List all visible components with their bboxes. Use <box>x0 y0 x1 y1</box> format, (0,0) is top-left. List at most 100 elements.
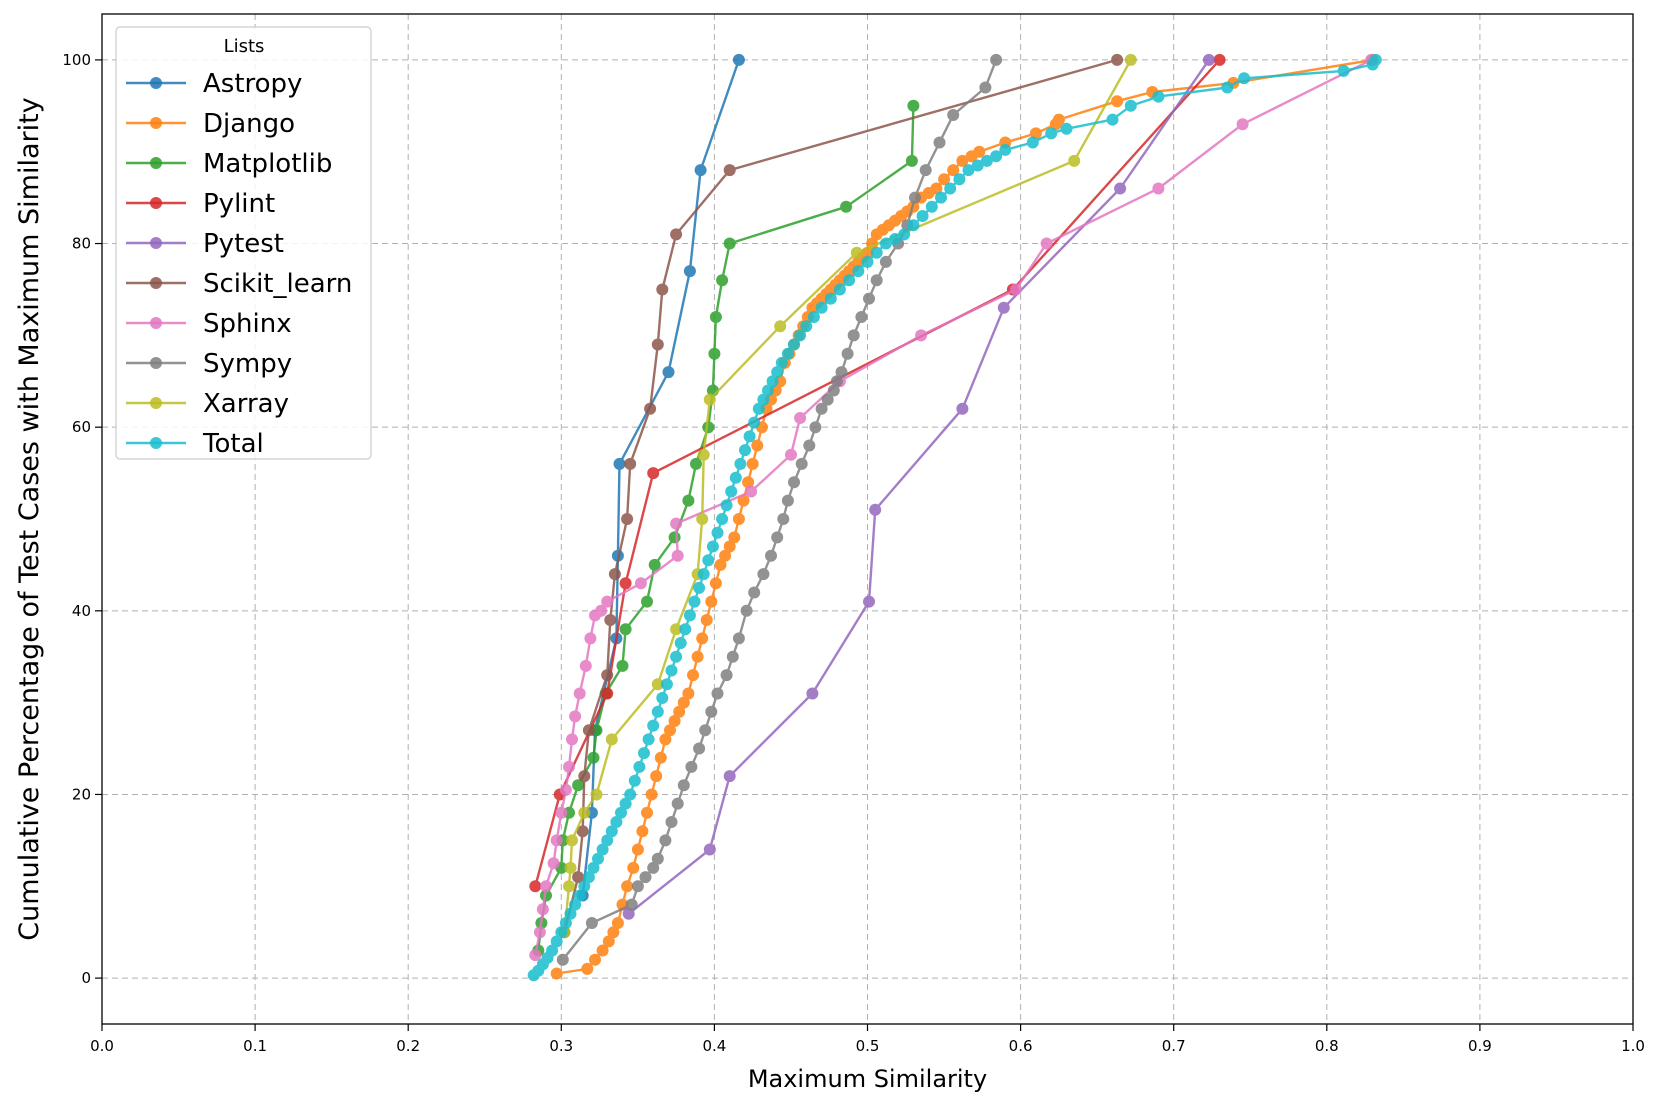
data-point <box>607 926 620 939</box>
data-point <box>590 788 603 801</box>
legend-marker <box>150 397 162 409</box>
legend-marker <box>150 157 162 169</box>
legend-item-xarray: Xarray <box>126 389 289 419</box>
legend-item-django: Django <box>126 109 295 139</box>
data-point <box>587 861 600 874</box>
data-point <box>827 384 840 397</box>
data-point <box>905 154 918 167</box>
data-point <box>705 595 718 608</box>
x-tick-label: 0.2 <box>396 1037 420 1055</box>
x-tick-label: 0.8 <box>1315 1037 1339 1055</box>
data-point <box>821 393 834 406</box>
legend-marker <box>150 197 162 209</box>
data-point <box>668 531 681 544</box>
data-point <box>930 182 943 195</box>
data-point <box>696 632 709 645</box>
data-point <box>670 650 683 663</box>
series-pytest <box>622 53 1215 920</box>
data-point <box>803 439 816 452</box>
legend-marker <box>150 77 162 89</box>
series-layer <box>527 53 1382 982</box>
x-axis: 0.0 0.1 0.2 0.3 0.4 0.5 0.6 0.7 0.8 0.9 1.0 <box>90 1024 1645 1055</box>
data-point <box>550 834 563 847</box>
data-point <box>1010 283 1022 296</box>
data-point <box>748 586 761 599</box>
x-tick-label: 0.5 <box>856 1037 880 1055</box>
data-point <box>619 623 632 636</box>
data-point <box>647 861 660 874</box>
data-point <box>670 228 683 241</box>
data-point <box>665 816 678 828</box>
legend-box <box>115 26 372 460</box>
data-point <box>915 329 928 342</box>
data-point <box>699 724 712 737</box>
legend-item-total: Total <box>126 429 264 459</box>
data-point <box>916 210 929 222</box>
data-point <box>700 614 713 626</box>
data-point <box>585 917 598 929</box>
data-point <box>850 246 863 259</box>
data-point <box>938 173 951 186</box>
legend-label: Scikit_learn <box>203 269 352 299</box>
data-point <box>835 366 848 379</box>
data-point <box>683 265 696 278</box>
data-point <box>685 760 698 773</box>
data-point <box>788 476 800 489</box>
data-point <box>971 159 984 172</box>
data-point <box>660 678 673 691</box>
legend-marker <box>150 437 162 449</box>
data-point <box>631 880 644 893</box>
data-point <box>723 164 736 177</box>
data-point <box>711 526 724 539</box>
data-point <box>824 292 837 305</box>
data-point <box>898 228 911 241</box>
data-point <box>697 568 710 581</box>
data-point <box>990 150 1003 163</box>
data-point <box>624 457 637 470</box>
data-point <box>1124 53 1137 66</box>
data-point <box>633 760 646 773</box>
data-point <box>708 347 721 360</box>
y-tick-label: 60 <box>72 418 91 436</box>
data-point <box>693 742 706 755</box>
legend-marker <box>150 237 162 249</box>
data-point <box>613 457 626 470</box>
data-point <box>650 770 663 783</box>
data-point <box>559 917 572 929</box>
data-point <box>610 816 623 828</box>
data-point <box>634 577 647 590</box>
data-point <box>1124 99 1137 112</box>
y-tick-label: 100 <box>62 51 91 69</box>
data-point <box>752 402 765 415</box>
data-point <box>1337 64 1350 77</box>
data-point <box>671 549 684 562</box>
data-point <box>578 880 591 893</box>
data-point <box>840 200 853 213</box>
data-point <box>809 421 822 434</box>
data-point <box>579 659 592 672</box>
data-point <box>909 191 921 204</box>
x-tick-label: 0.1 <box>243 1037 267 1055</box>
data-point <box>647 467 660 480</box>
data-point <box>555 926 568 939</box>
data-point <box>529 949 542 962</box>
data-point <box>746 457 759 470</box>
data-point <box>925 200 938 213</box>
data-point <box>601 595 614 608</box>
legend-label: Sphinx <box>203 309 292 339</box>
data-point <box>800 320 813 333</box>
data-point <box>815 301 828 314</box>
legend-item-matplotlib: Matplotlib <box>126 149 332 179</box>
data-point <box>608 568 621 581</box>
legend-item-sphinx: Sphinx <box>126 309 292 339</box>
data-point <box>1369 53 1382 66</box>
data-point <box>540 889 552 902</box>
data-point <box>564 907 577 920</box>
data-point <box>690 457 702 470</box>
data-point <box>933 136 946 149</box>
data-point <box>563 880 575 893</box>
data-point <box>659 733 672 746</box>
data-point <box>677 696 690 709</box>
data-point <box>740 604 753 617</box>
